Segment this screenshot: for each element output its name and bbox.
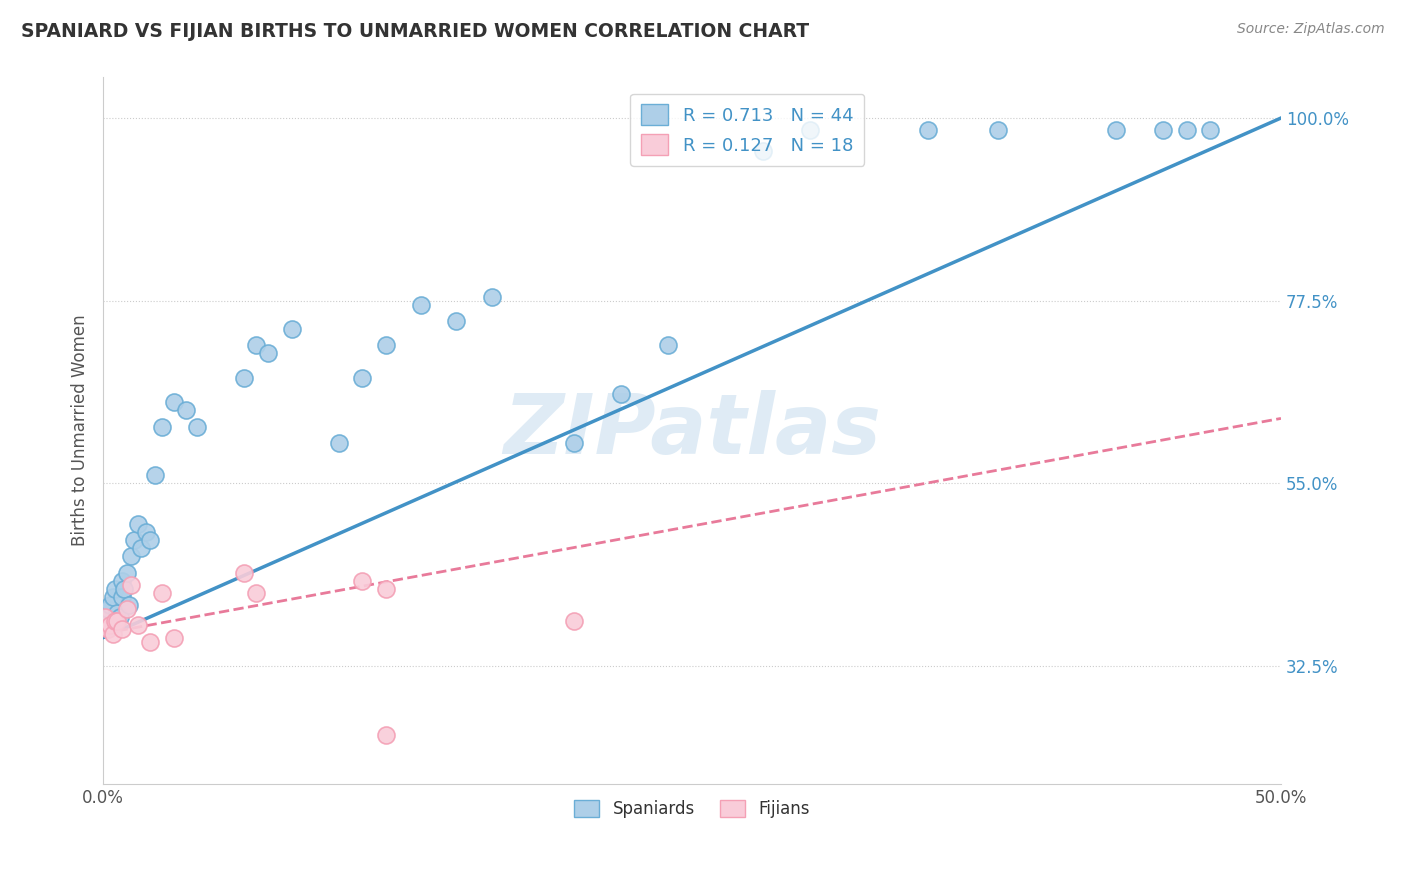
Point <box>446 314 468 328</box>
Legend: Spaniards, Fijians: Spaniards, Fijians <box>568 793 817 825</box>
Point <box>610 387 633 401</box>
Point <box>101 590 124 604</box>
Point <box>562 615 585 629</box>
Point <box>150 419 173 434</box>
Point <box>174 403 197 417</box>
Text: ZIPatlas: ZIPatlas <box>503 390 882 471</box>
Point <box>122 533 145 548</box>
Point <box>352 574 374 588</box>
Point <box>657 338 679 352</box>
Point <box>129 541 152 556</box>
Point <box>105 606 128 620</box>
Point <box>104 582 127 596</box>
Point <box>799 123 821 137</box>
Point <box>111 590 134 604</box>
Point <box>562 435 585 450</box>
Point <box>374 728 396 742</box>
Text: Source: ZipAtlas.com: Source: ZipAtlas.com <box>1237 22 1385 37</box>
Point <box>111 623 134 637</box>
Point <box>150 586 173 600</box>
Point <box>257 346 280 360</box>
Point <box>135 524 157 539</box>
Point <box>94 610 117 624</box>
Point <box>120 549 142 564</box>
Point <box>97 602 120 616</box>
Point <box>1152 123 1174 137</box>
Point <box>1175 123 1198 137</box>
Point <box>186 419 208 434</box>
Point <box>917 123 939 137</box>
Point <box>245 586 267 600</box>
Point <box>98 618 121 632</box>
Point <box>352 371 374 385</box>
Point <box>1199 123 1222 137</box>
Point <box>111 574 134 588</box>
Point <box>139 634 162 648</box>
Point <box>115 566 138 580</box>
Point <box>163 631 186 645</box>
Point <box>120 578 142 592</box>
Point <box>97 623 120 637</box>
Text: SPANIARD VS FIJIAN BIRTHS TO UNMARRIED WOMEN CORRELATION CHART: SPANIARD VS FIJIAN BIRTHS TO UNMARRIED W… <box>21 22 810 41</box>
Point <box>1105 123 1128 137</box>
Point <box>108 610 131 624</box>
Point <box>233 566 256 580</box>
Y-axis label: Births to Unmarried Women: Births to Unmarried Women <box>72 315 89 547</box>
Point <box>481 290 503 304</box>
Point <box>751 144 773 158</box>
Point <box>143 468 166 483</box>
Point <box>411 298 433 312</box>
Point <box>374 582 396 596</box>
Point <box>112 582 135 596</box>
Point <box>163 395 186 409</box>
Point <box>98 598 121 612</box>
Point <box>101 626 124 640</box>
Point <box>245 338 267 352</box>
Point <box>328 435 350 450</box>
Point <box>139 533 162 548</box>
Point <box>104 615 127 629</box>
Point <box>94 610 117 624</box>
Point <box>374 338 396 352</box>
Point <box>105 615 128 629</box>
Point <box>280 322 302 336</box>
Point <box>987 123 1010 137</box>
Point <box>127 516 149 531</box>
Point <box>118 598 141 612</box>
Point <box>233 371 256 385</box>
Point <box>127 618 149 632</box>
Point <box>115 602 138 616</box>
